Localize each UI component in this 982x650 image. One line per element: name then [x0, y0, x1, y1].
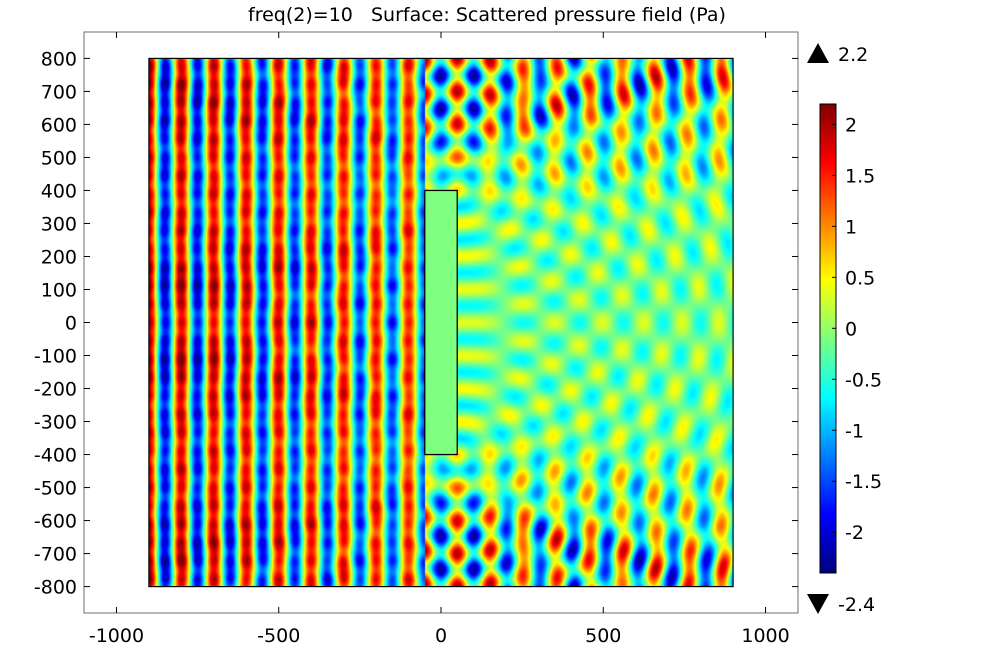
- colorbar-tick-label: 2: [845, 114, 857, 136]
- y-tick-label: -300: [34, 412, 77, 434]
- y-tick-label: 200: [41, 246, 77, 268]
- x-axis: -1000 -500 0 500 1000: [89, 32, 790, 647]
- colorbar-frame: [819, 103, 837, 574]
- min-marker-icon: [807, 594, 829, 614]
- colorbar-max-label: 2.2: [838, 44, 868, 66]
- x-tick-label: 0: [435, 625, 447, 647]
- colorbar-tick-label: -1: [845, 420, 864, 442]
- domain-boundary: [148, 57, 734, 588]
- y-tick-label: 700: [41, 81, 77, 103]
- x-tick-label: -1000: [89, 625, 144, 647]
- x-tick-label: -500: [257, 625, 300, 647]
- x-tick-label: 500: [585, 625, 621, 647]
- y-tick-label: -600: [34, 511, 77, 533]
- colorbar-tick-label: 0.5: [845, 267, 875, 289]
- chart-title: freq(2)=10 Surface: Scattered pressure f…: [248, 4, 726, 26]
- y-tick-label: 400: [41, 180, 77, 202]
- y-axis: 800 700 600 500 400 300 200 100 0 -100 -200 -300 -40…: [34, 48, 798, 599]
- colorbar-tick-label: -2: [845, 522, 864, 544]
- y-tick-label: 300: [41, 213, 77, 235]
- y-tick-label: -500: [34, 478, 77, 500]
- colorbar-ticks: 2 1.5 1 0.5 0 -0.5 -1 -1.5 -2: [832, 114, 882, 544]
- y-tick-label: -200: [34, 379, 77, 401]
- colorbar-tick-label: 1.5: [845, 165, 875, 187]
- y-tick-label: 0: [65, 313, 77, 335]
- x-tick-label: 1000: [741, 625, 789, 647]
- colorbar-tick-label: -1.5: [845, 471, 882, 493]
- y-tick-label: 100: [41, 279, 77, 301]
- colorbar-tick-label: 0: [845, 318, 857, 340]
- colorbar-tick-label: 1: [845, 216, 857, 238]
- y-tick-label: 800: [41, 48, 77, 70]
- max-marker-icon: [807, 43, 829, 63]
- y-tick-label: -400: [34, 445, 77, 467]
- colorbar: [820, 104, 836, 573]
- y-tick-label: -100: [34, 346, 77, 368]
- y-tick-label: 500: [41, 147, 77, 169]
- y-tick-label: 600: [41, 114, 77, 136]
- y-tick-label: -800: [34, 577, 77, 599]
- obstacle-rectangle: [424, 189, 458, 456]
- colorbar-tick-label: -0.5: [845, 369, 882, 391]
- y-tick-label: -700: [34, 544, 77, 566]
- colorbar-min-label: -2.4: [838, 594, 875, 616]
